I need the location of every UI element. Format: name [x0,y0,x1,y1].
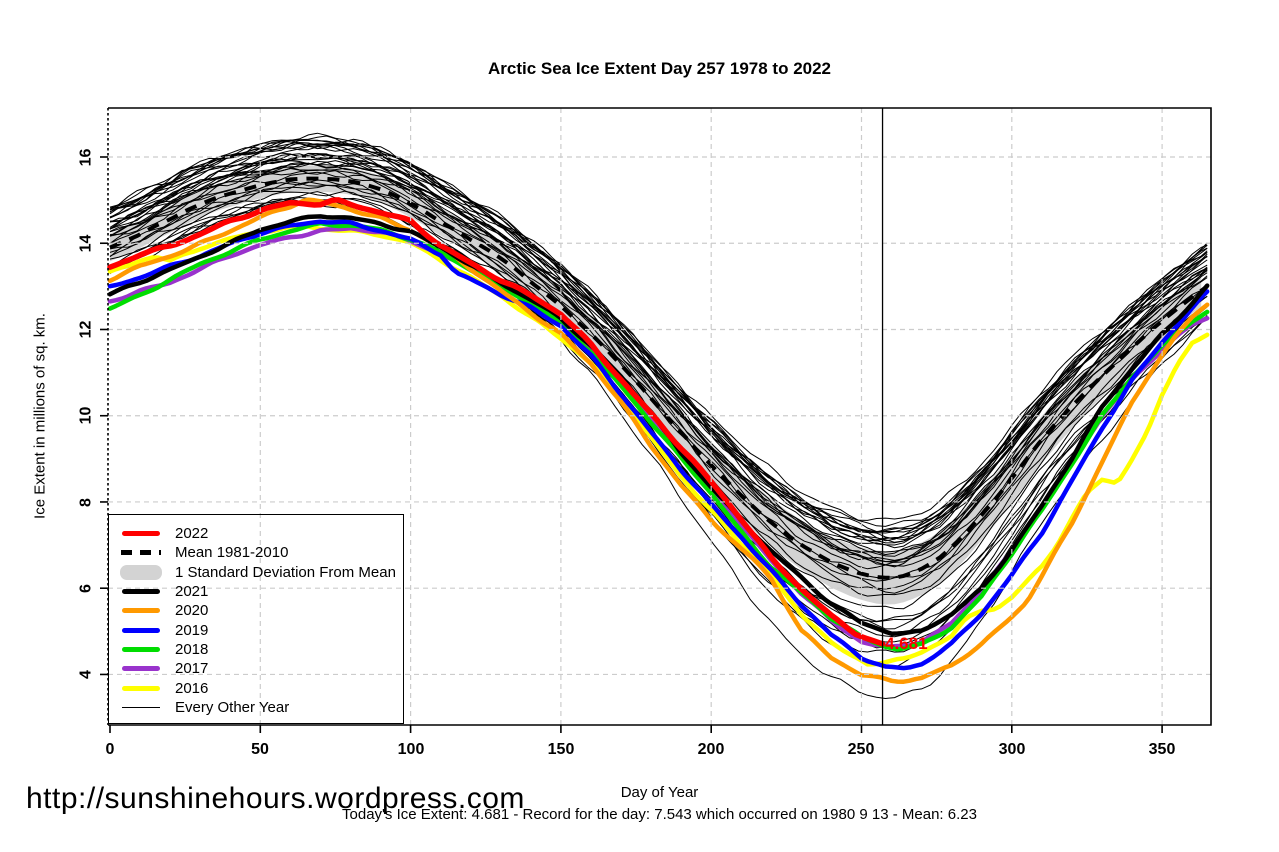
legend-swatch-2022 [120,525,162,542]
legend-swatch-2017 [120,660,162,677]
background-year-line-1988 [109,144,1208,533]
y-tick-label: 10 [77,406,95,425]
background-year-line-1995 [109,162,1208,579]
legend-swatch-every-other-year [120,699,162,716]
background-year-line-1986 [109,143,1208,534]
plot-border [108,107,1212,726]
x-tick-label: 0 [105,741,115,758]
legend-swatch-2021 [120,583,162,600]
background-year-line-1998 [109,162,1208,566]
legend-label: Every Other Year [175,698,290,716]
x-tick-label: 250 [847,741,875,758]
thick-line-sample [122,627,160,633]
legend-item-2022: 2022 [109,524,403,543]
background-year-line-2012 [109,196,1208,700]
legend-label: 2022 [175,525,209,543]
legend-swatch-mean [120,544,162,561]
legend-item-2016: 2016 [109,678,403,697]
y-axis-label: Ice Extent in millions of sq. km. [31,313,49,519]
legend-item-mean: Mean 1981-2010 [109,543,403,562]
legend-item-2021: 2021 [109,582,403,601]
band-line-sample [120,564,162,580]
thick-line-sample [122,589,160,595]
y-tick-label: 16 [77,148,95,167]
chart-title: Arctic Sea Ice Extent Day 257 1978 to 20… [487,59,832,78]
background-year-line-1983 [109,139,1208,533]
legend-swatch-2019 [120,622,162,639]
background-year-line-1981 [109,141,1208,556]
legend-item-2018: 2018 [109,640,403,659]
y-tick-label: 4 [77,670,95,679]
background-year-line-1991 [109,157,1208,561]
legend-label: 2017 [175,660,209,678]
legend-label: 2016 [175,679,209,697]
x-tick-label: 50 [251,741,269,758]
legend-item-every-other-year: Every Other Year [109,698,403,717]
legend-swatch-stddev [120,564,162,581]
x-tick-label: 150 [547,741,575,758]
legend-label: 2021 [175,583,209,601]
background-year-line-1987 [109,139,1208,542]
y-tick-label: 12 [77,320,95,339]
y-tick-label: 8 [77,498,95,507]
background-year-line-2004 [109,171,1208,590]
legend-swatch-2018 [120,641,162,658]
legend-label: Mean 1981-2010 [175,544,289,562]
series-line-2019 [107,219,1210,671]
x-tick-label: 350 [1148,741,1176,758]
footer-stats-text: Today's Ice Extent: 4.681 - Record for t… [342,806,977,823]
dashed-line-sample [121,550,161,556]
thick-line-sample [122,685,160,691]
legend-label: 1 Standard Deviation From Mean [175,563,396,581]
mean-line [109,176,1209,580]
background-year-line-1982 [109,135,1208,544]
legend-item-2017: 2017 [109,659,403,678]
y-tick-label: 6 [77,584,95,593]
thin-line-sample [122,706,160,709]
thick-line-sample [122,531,160,537]
background-year-line-2001 [109,162,1208,557]
series-line-2018 [107,220,1210,652]
background-year-line-1997 [109,160,1208,553]
legend-item-2020: 2020 [109,601,403,620]
thick-line-sample [122,608,160,614]
x-tick-label: 200 [697,741,725,758]
x-axis-label: Day of Year [620,784,699,801]
background-year-line-1978 [109,138,1208,533]
legend-item-stddev: 1 Standard Deviation From Mean [109,563,403,582]
x-tick-label: 300 [998,741,1026,758]
legend-box: 2022 Mean 1981-2010 1 Standard Deviation… [108,514,404,724]
legend-swatch-2020 [120,602,162,619]
minimum-value-annotation: 4.681 [885,634,928,653]
legend-label: 2018 [175,640,209,658]
series-line-2020 [107,197,1210,684]
y-tick-label: 14 [77,234,95,253]
x-tick-label: 100 [397,741,425,758]
legend-item-2019: 2019 [109,620,403,639]
series-line-2022 [107,197,886,647]
legend-label: 2020 [175,602,209,620]
background-year-line-1992 [109,153,1208,527]
legend-label: 2019 [175,621,209,639]
thick-line-sample [122,646,160,652]
thick-line-sample [122,666,160,672]
background-year-line-2002 [109,169,1208,594]
legend-swatch-2016 [120,680,162,697]
background-year-line-1996 [109,152,1208,540]
background-year-line-1994 [109,152,1208,541]
site-url-text: http://sunshinehours.wordpress.com [26,782,525,815]
background-year-line-2000 [109,165,1208,570]
